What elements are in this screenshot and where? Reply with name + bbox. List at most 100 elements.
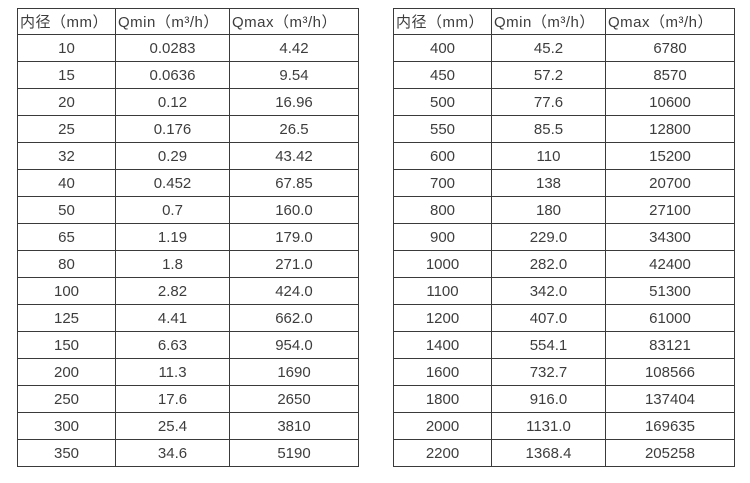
table-row: 250 17.6 2650: [17, 385, 359, 413]
table-cell: 350: [17, 439, 116, 467]
table-cell: 25: [17, 115, 116, 143]
table-row: 1600 732.7 108566: [393, 358, 735, 386]
table-cell: 282.0: [491, 250, 606, 278]
table-cell: 450: [393, 61, 492, 89]
table-row: 400 45.2 6780: [393, 34, 735, 62]
column-header: Qmax（m³/h）: [605, 8, 735, 35]
table-cell: 1400: [393, 331, 492, 359]
table-cell: 205258: [605, 439, 735, 467]
table-cell: 271.0: [229, 250, 359, 278]
table-cell: 916.0: [491, 385, 606, 413]
table-row: 2000 1131.0 169635: [393, 412, 735, 440]
table-row: 1800 916.0 137404: [393, 385, 735, 413]
table-row: 100 2.82 424.0: [17, 277, 359, 305]
table-cell: 57.2: [491, 61, 606, 89]
table-cell: 125: [17, 304, 116, 332]
table-cell: 4.42: [229, 34, 359, 62]
table-cell: 169635: [605, 412, 735, 440]
table-cell: 43.42: [229, 142, 359, 170]
table-cell: 2650: [229, 385, 359, 413]
table-cell: 0.29: [115, 142, 230, 170]
table-cell: 550: [393, 115, 492, 143]
table-row: 450 57.2 8570: [393, 61, 735, 89]
table-row: 10 0.0283 4.42: [17, 34, 359, 62]
table-row: 1000 282.0 42400: [393, 250, 735, 278]
table-row: 80 1.8 271.0: [17, 250, 359, 278]
table-row: 300 25.4 3810: [17, 412, 359, 440]
table-cell: 34.6: [115, 439, 230, 467]
table-cell: 1800: [393, 385, 492, 413]
table-cell: 554.1: [491, 331, 606, 359]
spec-tables-container: 内径（mm） Qmin（m³/h） Qmax（m³/h） 10 0.0283 4.42 1…: [17, 8, 735, 467]
table-row: 800 180 27100: [393, 196, 735, 224]
table-cell: 50: [17, 196, 116, 224]
table-cell: 100: [17, 277, 116, 305]
table-cell: 1368.4: [491, 439, 606, 467]
table-row: 500 77.6 10600: [393, 88, 735, 116]
table-cell: 9.54: [229, 61, 359, 89]
table-cell: 200: [17, 358, 116, 386]
table-cell: 250: [17, 385, 116, 413]
table-cell: 2000: [393, 412, 492, 440]
table-cell: 662.0: [229, 304, 359, 332]
table-cell: 20700: [605, 169, 735, 197]
table-row: 125 4.41 662.0: [17, 304, 359, 332]
table-row: 700 138 20700: [393, 169, 735, 197]
table-cell: 83121: [605, 331, 735, 359]
table-cell: 10: [17, 34, 116, 62]
table-cell: 2200: [393, 439, 492, 467]
table-row: 900 229.0 34300: [393, 223, 735, 251]
table-cell: 45.2: [491, 34, 606, 62]
table-cell: 77.6: [491, 88, 606, 116]
column-header: Qmax（m³/h）: [229, 8, 359, 35]
table-cell: 2.82: [115, 277, 230, 305]
table-cell: 67.85: [229, 169, 359, 197]
table-cell: 407.0: [491, 304, 606, 332]
table-cell: 32: [17, 142, 116, 170]
table-cell: 1100: [393, 277, 492, 305]
table-cell: 900: [393, 223, 492, 251]
table-row: 1400 554.1 83121: [393, 331, 735, 359]
table-cell: 1600: [393, 358, 492, 386]
table-cell: 1.8: [115, 250, 230, 278]
table-cell: 1.19: [115, 223, 230, 251]
table-cell: 732.7: [491, 358, 606, 386]
table-cell: 12800: [605, 115, 735, 143]
table-cell: 800: [393, 196, 492, 224]
table-cell: 700: [393, 169, 492, 197]
table-cell: 600: [393, 142, 492, 170]
table-row: 600 110 15200: [393, 142, 735, 170]
table-row: 15 0.0636 9.54: [17, 61, 359, 89]
table-cell: 1131.0: [491, 412, 606, 440]
table-cell: 51300: [605, 277, 735, 305]
table-row: 40 0.452 67.85: [17, 169, 359, 197]
table-cell: 1200: [393, 304, 492, 332]
table-cell: 3810: [229, 412, 359, 440]
table-row: 1100 342.0 51300: [393, 277, 735, 305]
table-cell: 954.0: [229, 331, 359, 359]
table-cell: 61000: [605, 304, 735, 332]
table-cell: 0.0283: [115, 34, 230, 62]
table-row: 350 34.6 5190: [17, 439, 359, 467]
table-cell: 110: [491, 142, 606, 170]
table-cell: 34300: [605, 223, 735, 251]
header-row: 内径（mm） Qmin（m³/h） Qmax（m³/h）: [393, 8, 735, 35]
table-cell: 10600: [605, 88, 735, 116]
table-cell: 6780: [605, 34, 735, 62]
table-cell: 0.7: [115, 196, 230, 224]
table-cell: 40: [17, 169, 116, 197]
table-cell: 300: [17, 412, 116, 440]
column-header: 内径（mm）: [393, 8, 492, 35]
table-cell: 108566: [605, 358, 735, 386]
column-header: 内径（mm）: [17, 8, 116, 35]
table-cell: 342.0: [491, 277, 606, 305]
column-header: Qmin（m³/h）: [491, 8, 606, 35]
header-row: 内径（mm） Qmin（m³/h） Qmax（m³/h）: [17, 8, 359, 35]
table-cell: 25.4: [115, 412, 230, 440]
table-cell: 424.0: [229, 277, 359, 305]
table-row: 65 1.19 179.0: [17, 223, 359, 251]
table-cell: 137404: [605, 385, 735, 413]
table-cell: 0.452: [115, 169, 230, 197]
table-row: 150 6.63 954.0: [17, 331, 359, 359]
table-row: 25 0.176 26.5: [17, 115, 359, 143]
